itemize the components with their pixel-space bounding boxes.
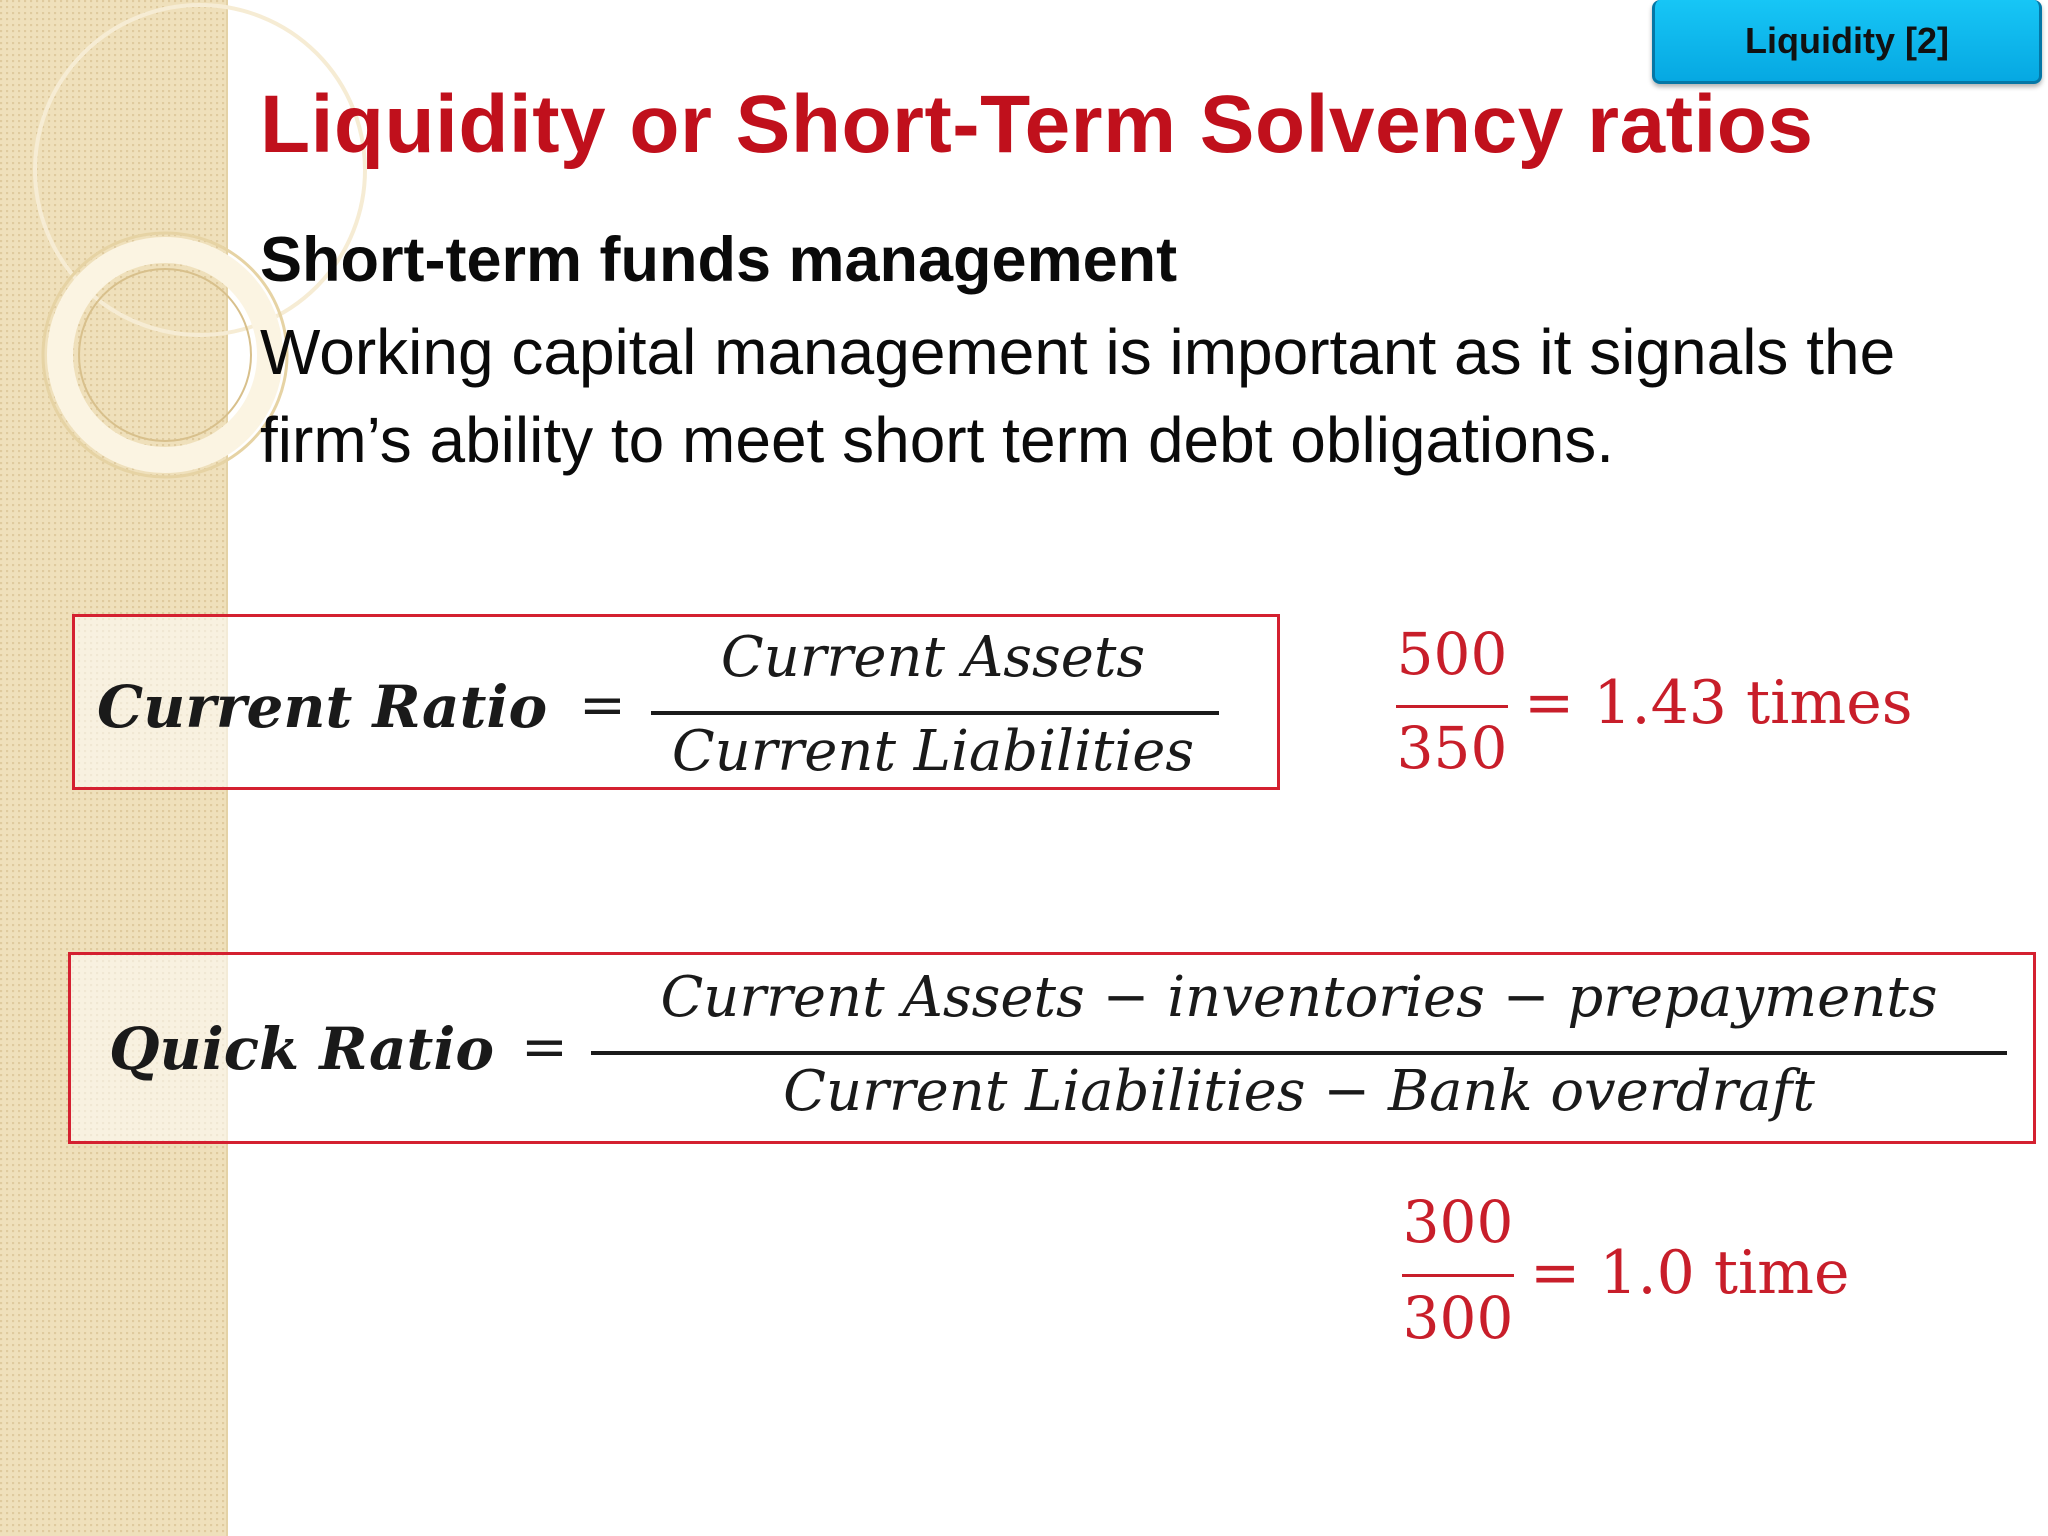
subheading: Short-term funds management	[260, 225, 1178, 295]
current-ratio-example-bar	[1396, 705, 1508, 708]
body-text: Working capital management is important …	[260, 316, 1896, 476]
current-ratio-numerator: Current Assets	[720, 625, 1146, 690]
quick-ratio-formula-box: Quick Ratio = Current Assets − inventori…	[68, 952, 2036, 1144]
quick-ratio-denominator: Current Liabilities − Bank overdraft	[783, 1059, 1815, 1124]
quick-ratio-label: Quick Ratio	[109, 1015, 495, 1083]
quick-ratio-example-result: = 1.0 time	[1530, 1238, 1850, 1308]
quick-ratio-example-bar	[1402, 1274, 1514, 1277]
current-ratio-example-result: = 1.43 times	[1524, 668, 1913, 738]
quick-ratio-equals: =	[521, 1015, 568, 1080]
current-ratio-fraction-bar	[651, 711, 1219, 715]
section-tag: Liquidity [2]	[1652, 0, 2042, 84]
quick-ratio-fraction-bar	[591, 1051, 2007, 1055]
current-ratio-formula-box: Current Ratio = Current Assets Current L…	[72, 614, 1280, 790]
current-ratio-example-numerator: 500	[1396, 620, 1508, 688]
current-ratio-equals: =	[579, 673, 626, 738]
current-ratio-label: Current Ratio	[97, 673, 548, 741]
quick-ratio-example-denominator: 300	[1402, 1284, 1514, 1352]
current-ratio-example-denominator: 350	[1396, 714, 1508, 782]
section-tag-label: Liquidity [2]	[1745, 20, 1949, 61]
quick-ratio-numerator: Current Assets − inventories − prepaymen…	[660, 965, 1938, 1030]
slide-title: Liquidity or Short-Term Solvency ratios	[260, 79, 1814, 170]
current-ratio-denominator: Current Liabilities	[671, 719, 1195, 784]
quick-ratio-example-numerator: 300	[1402, 1188, 1514, 1256]
